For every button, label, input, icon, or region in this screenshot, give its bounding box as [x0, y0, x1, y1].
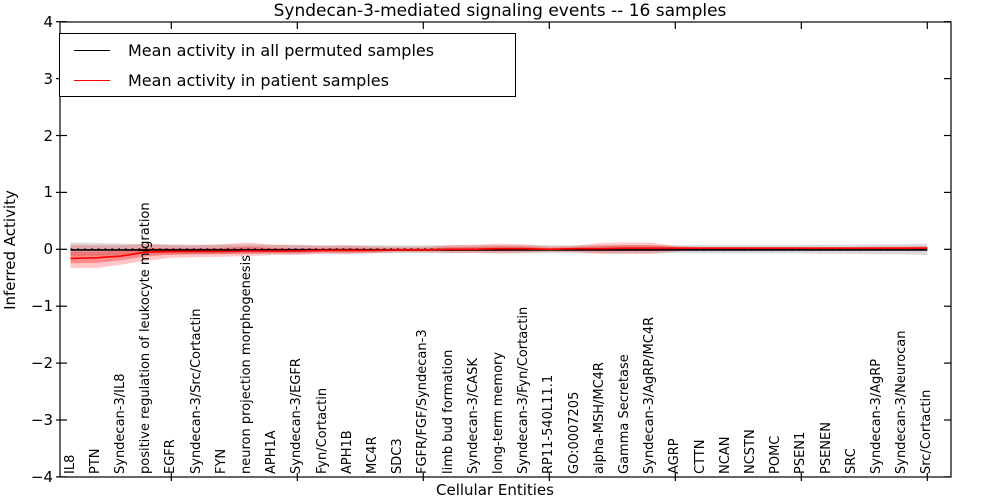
x-tick-label: neuron projection morphogenesis — [238, 255, 254, 474]
x-axis-label: Cellular Entities — [436, 481, 554, 499]
x-tick-label: PSEN1 — [793, 431, 809, 474]
x-tick-label: FYN — [213, 448, 229, 474]
x-tick-label: alpha-MSH/MC4R — [591, 362, 607, 474]
x-tick-label: PSENEN — [818, 422, 834, 474]
y-tick-label: 2 — [43, 126, 53, 145]
x-tick-label: GO:0007205 — [566, 391, 582, 474]
legend-label-permuted: Mean activity in all permuted samples — [128, 40, 435, 60]
x-tick-label: MC4R — [364, 436, 380, 474]
legend: Mean activity in all permuted samples Me… — [59, 33, 516, 97]
y-tick-label: 0 — [43, 240, 53, 259]
x-tick-label: Syndecan-3/AgRP/MC4R — [642, 316, 658, 474]
x-tick-label: Src/Cortactin — [919, 389, 935, 474]
x-tick-label: Syndecan-3/Neurocan — [894, 330, 910, 474]
x-tick-label: Syndecan-3/IL8 — [112, 373, 128, 474]
x-tick-label: Syndecan-3/AgRP — [868, 358, 884, 474]
x-tick-label: NCSTN — [742, 429, 758, 474]
patient-range-outer-band — [70, 242, 928, 269]
x-tick-label: NCAN — [717, 436, 733, 474]
y-tick-label: 4 — [43, 12, 53, 31]
x-tick-label: APH1A — [264, 430, 280, 474]
x-tick-label: RP11-540L11.1 — [541, 374, 557, 474]
patient-range-inner-band — [70, 245, 928, 264]
x-tick-label: POMC — [768, 435, 784, 474]
patient-mean-line — [70, 247, 928, 260]
legend-entry-permuted: Mean activity in all permuted samples — [60, 36, 515, 64]
x-tick-label: APH1B — [339, 430, 355, 474]
x-tick-label: SRC — [843, 448, 859, 474]
x-tick-label: IL8 — [62, 454, 78, 474]
x-tick-label: limb bud formation — [440, 349, 456, 474]
x-tick-label: Syndecan-3/EGFR — [289, 358, 305, 474]
permuted-range-band — [70, 242, 928, 257]
x-tick-label: Syndecan-3/Src/Cortactin — [188, 308, 204, 474]
x-tick-label: FGFR/FGF/Syndecan-3 — [415, 329, 431, 474]
legend-label-patient: Mean activity in patient samples — [128, 70, 389, 90]
x-tick-label: Gamma Secretase — [616, 354, 632, 474]
x-tick-label: Syndecan-3/Fyn/Cortactin — [516, 306, 532, 474]
y-tick-label: −3 — [30, 411, 53, 429]
x-tick-label: long-term memory — [490, 351, 506, 474]
y-tick-label: −1 — [30, 297, 53, 316]
patient-line-swatch — [74, 79, 110, 81]
x-tick-label: Fyn/Cortactin — [314, 387, 330, 474]
x-tick-label: Syndecan-3/CASK — [465, 358, 481, 474]
chart-title: Syndecan-3-mediated signaling events -- … — [273, 1, 727, 21]
x-tick-label: PTN — [87, 448, 103, 474]
x-tick-label: positive regulation of leukocyte migrati… — [138, 202, 154, 474]
x-tick-label: AGRP — [667, 438, 683, 474]
x-tick-label: EGFR — [163, 439, 179, 474]
y-tick-label: −2 — [30, 354, 53, 373]
x-tick-label: SDC3 — [390, 438, 406, 474]
y-tick-label: 3 — [43, 69, 53, 88]
permuted-line-swatch — [74, 49, 110, 51]
y-tick-label: 1 — [43, 183, 53, 202]
x-tick-label: CTTN — [692, 439, 708, 474]
legend-entry-patient: Mean activity in patient samples — [60, 66, 515, 94]
y-axis-label: Inferred Activity — [1, 190, 19, 310]
y-tick-label: −4 — [30, 467, 53, 486]
